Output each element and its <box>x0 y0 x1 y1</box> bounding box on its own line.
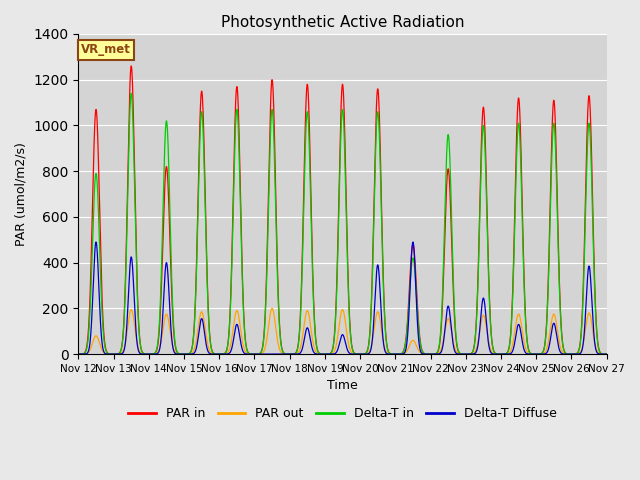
Delta-T in <box>75 351 83 357</box>
Delta-T Diffuse <box>490 351 498 357</box>
PAR in <box>490 349 498 355</box>
Delta-T in <box>182 351 189 357</box>
PAR in <box>273 213 280 218</box>
PAR out <box>601 351 609 357</box>
PAR in <box>127 63 135 69</box>
PAR out <box>268 305 276 311</box>
Delta-T Diffuse <box>268 351 276 357</box>
X-axis label: Time: Time <box>327 379 358 392</box>
PAR out <box>603 351 611 357</box>
Legend: PAR in, PAR out, Delta-T in, Delta-T Diffuse: PAR in, PAR out, Delta-T in, Delta-T Dif… <box>124 402 561 425</box>
PAR out <box>273 328 280 334</box>
PAR out <box>75 351 83 357</box>
PAR in <box>415 329 423 335</box>
Delta-T in <box>415 332 423 338</box>
Delta-T in <box>603 351 611 357</box>
Delta-T Diffuse <box>603 351 611 357</box>
PAR out <box>182 351 189 357</box>
PAR out <box>188 350 195 356</box>
Delta-T in <box>273 228 280 233</box>
PAR in <box>75 351 83 357</box>
PAR in <box>188 347 195 353</box>
PAR out <box>415 348 423 354</box>
Delta-T Diffuse <box>188 351 195 357</box>
Line: PAR out: PAR out <box>79 308 607 354</box>
Delta-T Diffuse <box>75 351 83 357</box>
Delta-T in <box>188 348 195 353</box>
Delta-T in <box>127 91 135 96</box>
Line: Delta-T in: Delta-T in <box>79 94 607 354</box>
PAR in <box>603 351 611 357</box>
Delta-T Diffuse <box>601 351 609 357</box>
Line: PAR in: PAR in <box>79 66 607 354</box>
Delta-T Diffuse <box>92 239 100 245</box>
Delta-T Diffuse <box>415 343 423 348</box>
Text: VR_met: VR_met <box>81 43 131 56</box>
Delta-T in <box>490 349 498 355</box>
Delta-T in <box>601 351 609 357</box>
PAR in <box>601 351 609 357</box>
Title: Photosynthetic Active Radiation: Photosynthetic Active Radiation <box>221 15 464 30</box>
Y-axis label: PAR (umol/m2/s): PAR (umol/m2/s) <box>15 142 28 246</box>
PAR out <box>490 351 498 357</box>
Delta-T Diffuse <box>182 351 189 357</box>
PAR in <box>182 351 189 357</box>
Line: Delta-T Diffuse: Delta-T Diffuse <box>79 242 607 354</box>
Delta-T Diffuse <box>273 351 280 357</box>
